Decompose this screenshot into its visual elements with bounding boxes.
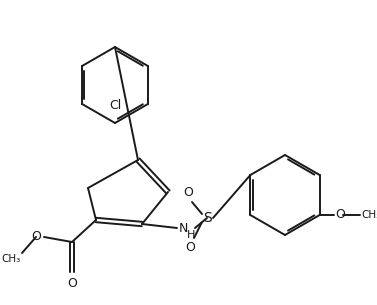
- Text: CH₃: CH₃: [2, 254, 21, 264]
- Text: O: O: [31, 229, 41, 242]
- Text: N: N: [179, 223, 188, 235]
- Text: O: O: [183, 186, 193, 199]
- Text: S: S: [204, 211, 212, 225]
- Text: O: O: [67, 277, 77, 290]
- Text: H: H: [187, 230, 195, 240]
- Text: O: O: [185, 241, 195, 254]
- Text: Cl: Cl: [109, 99, 121, 112]
- Text: O: O: [336, 209, 345, 221]
- Text: CH₃: CH₃: [362, 210, 377, 220]
